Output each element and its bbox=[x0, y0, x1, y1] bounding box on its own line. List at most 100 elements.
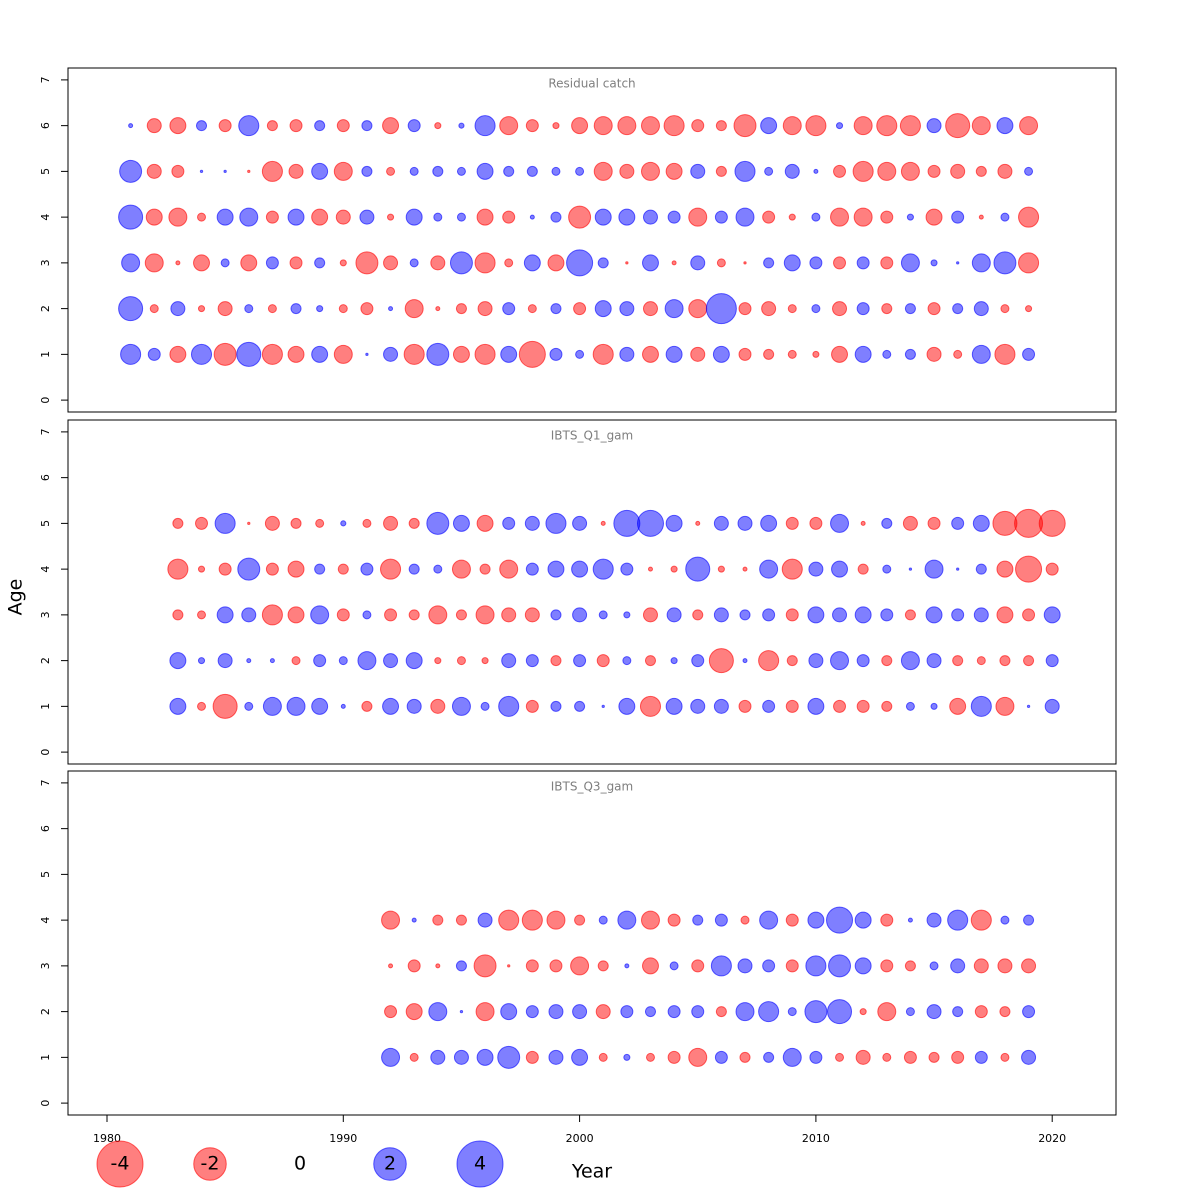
legend-label: -2 bbox=[201, 1153, 220, 1175]
bubble bbox=[852, 160, 874, 182]
bubble bbox=[759, 559, 779, 579]
bubble bbox=[691, 654, 705, 668]
bubble bbox=[223, 169, 227, 174]
bubble bbox=[475, 605, 495, 625]
y-tick-label: 1 bbox=[39, 703, 52, 710]
bubble bbox=[952, 1006, 964, 1018]
bubble bbox=[499, 116, 519, 136]
bubble bbox=[197, 305, 206, 313]
bubble bbox=[408, 609, 420, 621]
bubble bbox=[1022, 347, 1036, 361]
bubble bbox=[405, 652, 423, 670]
bubble bbox=[430, 698, 446, 714]
y-tick-label: 6 bbox=[39, 474, 52, 481]
bubble bbox=[952, 303, 964, 315]
bubble bbox=[996, 560, 1014, 578]
bubble bbox=[856, 654, 870, 668]
y-tick-label: 1 bbox=[39, 1054, 52, 1061]
bubble bbox=[993, 251, 1017, 275]
bubble bbox=[763, 257, 775, 269]
bubble bbox=[195, 516, 208, 530]
bubble bbox=[288, 163, 304, 179]
bubble bbox=[128, 123, 134, 129]
bubble bbox=[266, 120, 278, 132]
bubble bbox=[236, 341, 262, 367]
bubble bbox=[787, 1007, 797, 1017]
bubble bbox=[785, 699, 799, 713]
y-tick-label: 2 bbox=[39, 1008, 52, 1015]
bubble bbox=[970, 909, 992, 931]
bubble bbox=[692, 609, 704, 621]
panel-title: IBTS_Q1_gam bbox=[551, 429, 633, 443]
bubble bbox=[218, 119, 232, 133]
bubble bbox=[144, 253, 164, 273]
bubble bbox=[831, 345, 848, 363]
bubble bbox=[636, 509, 664, 537]
bubble bbox=[642, 607, 658, 623]
bubble bbox=[785, 608, 799, 622]
bubble bbox=[642, 209, 658, 225]
bubble bbox=[828, 954, 851, 978]
bubble bbox=[670, 565, 678, 573]
bubble bbox=[592, 558, 614, 580]
bubble bbox=[547, 560, 565, 578]
bubble bbox=[688, 299, 708, 319]
bubble bbox=[714, 210, 728, 224]
bubble bbox=[1038, 509, 1066, 537]
bubble bbox=[456, 212, 466, 222]
bubble bbox=[430, 255, 446, 271]
bubble bbox=[172, 609, 184, 621]
bubble bbox=[592, 343, 614, 365]
bubble bbox=[1045, 654, 1059, 668]
bubble bbox=[642, 301, 658, 317]
bubble bbox=[641, 161, 660, 181]
bubble bbox=[690, 698, 706, 714]
bubble bbox=[994, 343, 1016, 365]
bubble bbox=[927, 516, 941, 530]
bubble bbox=[738, 699, 752, 713]
bubble bbox=[642, 254, 659, 272]
bubble bbox=[383, 515, 399, 531]
bubble bbox=[882, 564, 892, 574]
bubble bbox=[213, 342, 237, 366]
bubble bbox=[265, 256, 279, 270]
bubble bbox=[600, 520, 606, 526]
bubble bbox=[876, 115, 898, 137]
bubble bbox=[456, 166, 466, 176]
bubble bbox=[596, 654, 610, 668]
bubble bbox=[785, 959, 799, 973]
bubble bbox=[831, 560, 848, 578]
bubble bbox=[549, 347, 563, 361]
bubble bbox=[665, 514, 683, 532]
bubble bbox=[642, 345, 659, 363]
bubble bbox=[808, 561, 824, 577]
bubble bbox=[716, 258, 726, 268]
x-tick-label: 2020 bbox=[1038, 1132, 1066, 1145]
bubble bbox=[171, 164, 185, 178]
bubble bbox=[667, 1005, 681, 1019]
bubble bbox=[1000, 212, 1010, 222]
bubble bbox=[734, 160, 756, 182]
bubble bbox=[644, 655, 656, 667]
y-tick-label: 5 bbox=[39, 168, 52, 175]
bubble bbox=[951, 608, 965, 622]
bubble bbox=[1023, 655, 1035, 667]
bubble bbox=[262, 696, 282, 716]
bubble bbox=[381, 910, 401, 930]
bubble bbox=[619, 163, 635, 179]
bubble bbox=[924, 559, 944, 579]
bubble bbox=[264, 515, 280, 531]
bubble bbox=[216, 606, 234, 624]
bubble bbox=[218, 562, 232, 576]
bubble bbox=[973, 958, 989, 974]
bubble bbox=[644, 1006, 656, 1018]
bubble bbox=[247, 521, 251, 526]
bubble bbox=[783, 254, 801, 272]
bubble bbox=[338, 656, 348, 666]
bubble bbox=[501, 653, 517, 669]
bubble bbox=[525, 1005, 539, 1019]
bubble bbox=[340, 703, 346, 709]
bubble bbox=[382, 117, 400, 135]
bubble bbox=[546, 910, 566, 930]
